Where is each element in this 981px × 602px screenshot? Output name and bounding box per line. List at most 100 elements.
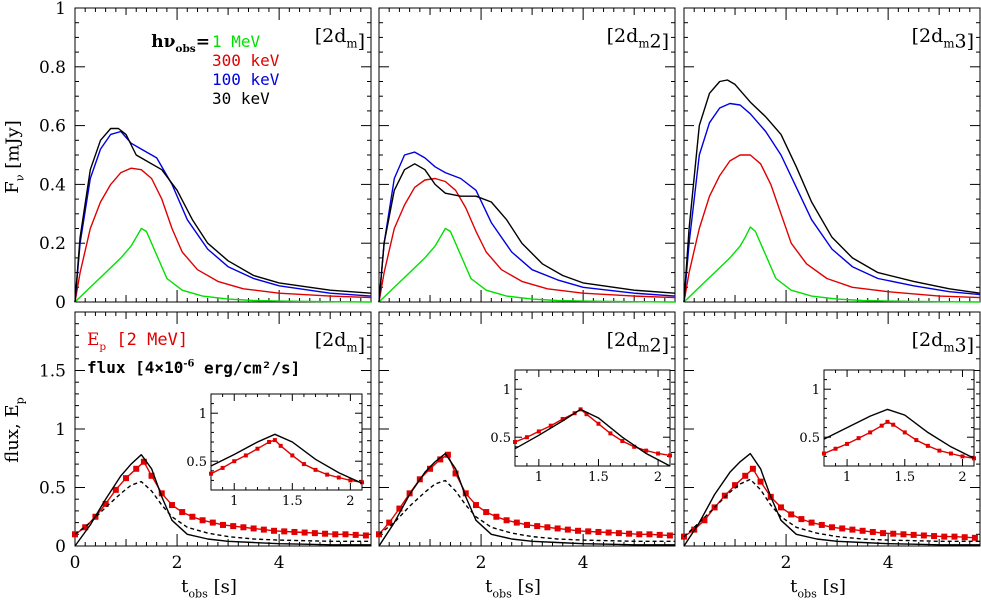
panel-label: [2dm3] xyxy=(912,25,974,53)
panel-label: [2dm2] xyxy=(607,25,669,53)
data-marker xyxy=(250,525,257,532)
inset-series-line xyxy=(823,408,975,459)
panel-label: [2dm] xyxy=(315,329,365,357)
inset-x-tick-label: 1.5 xyxy=(894,470,915,485)
data-marker xyxy=(890,530,897,537)
inset: 1 1.5 2 0.5 1 xyxy=(186,393,364,509)
data-marker xyxy=(503,517,510,524)
inset-marker xyxy=(348,478,353,483)
inset: 1 1.5 2 0.5 1 xyxy=(799,369,976,485)
y-tick-label: 0.6 xyxy=(39,117,66,137)
inset-marker xyxy=(868,430,873,435)
data-marker xyxy=(396,505,403,512)
inset-y-tick-label: 1 xyxy=(812,383,820,398)
series-line-1-mev xyxy=(683,226,981,303)
data-marker xyxy=(961,534,968,541)
y-axis-label-bottom: flux, Ep xyxy=(2,397,26,463)
inset-marker xyxy=(644,448,649,453)
y-tick-label: 1 xyxy=(55,420,66,440)
x-tick-label: 4 xyxy=(578,553,589,573)
series-line-30-kev xyxy=(683,79,981,303)
data-marker xyxy=(332,531,339,538)
data-marker xyxy=(666,532,673,539)
data-marker xyxy=(941,533,948,540)
inset-marker xyxy=(833,446,838,451)
legend-entry: 30 keV xyxy=(212,89,270,108)
data-marker xyxy=(472,502,479,509)
series-line-300-kev xyxy=(74,167,372,303)
inset-marker xyxy=(632,444,637,449)
data-marker xyxy=(681,533,687,540)
panel-top-3: [2dm3] xyxy=(683,7,981,303)
x-tick-label: 2 xyxy=(781,553,792,573)
inset-marker xyxy=(948,451,953,456)
panel-frame xyxy=(683,7,981,303)
data-marker xyxy=(920,532,927,539)
data-marker xyxy=(220,521,226,528)
series-line-1-mev xyxy=(378,227,676,303)
data-marker xyxy=(513,519,520,526)
data-marker xyxy=(869,528,876,535)
x-axis-label: tobs [s] xyxy=(485,576,541,600)
data-marker xyxy=(646,531,653,538)
data-marker xyxy=(168,502,175,509)
y-tick-label: 0.8 xyxy=(39,58,66,78)
data-marker xyxy=(271,527,278,534)
panel-label: [2dm3] xyxy=(912,329,974,357)
inset-marker xyxy=(937,448,942,453)
data-marker xyxy=(808,519,815,526)
data-marker xyxy=(839,525,846,532)
data-marker xyxy=(123,475,130,482)
legend-entry: 300 keV xyxy=(212,51,280,70)
data-marker xyxy=(281,528,288,535)
inset-marker xyxy=(914,438,919,443)
data-marker xyxy=(564,526,571,533)
panel-bottom-3: 2 4 [2dm3] 1 1.5 2 0.5 1 xyxy=(681,311,981,573)
y-tick-label: 0 xyxy=(55,537,66,557)
data-marker xyxy=(544,524,551,531)
x-tick-label: 2 xyxy=(172,553,183,573)
data-marker xyxy=(626,530,633,537)
inset-y-tick-label: 1 xyxy=(199,407,207,422)
inset-y-tick-label: 0.5 xyxy=(186,455,207,470)
data-marker xyxy=(444,451,451,458)
legend-prefix: hνobs= xyxy=(151,32,210,55)
data-marker xyxy=(829,524,835,531)
data-marker xyxy=(605,529,612,536)
data-marker xyxy=(701,517,708,524)
series-line-flux xyxy=(74,454,371,547)
inset-marker xyxy=(856,436,861,441)
inset: 1 1.5 2 0.5 1 xyxy=(490,369,672,485)
inset-x-tick-label: 1 xyxy=(535,470,543,485)
inset-marker xyxy=(313,467,318,472)
series-line-30-kev xyxy=(74,127,372,303)
inset-x-tick-label: 2 xyxy=(958,470,966,485)
inset-marker xyxy=(960,454,965,459)
inset-marker xyxy=(536,429,541,434)
data-marker xyxy=(534,523,541,530)
inset-marker xyxy=(336,475,341,480)
data-marker xyxy=(971,534,978,541)
data-marker xyxy=(483,509,490,516)
inset-x-tick-label: 2 xyxy=(654,470,662,485)
data-marker xyxy=(595,528,602,535)
inset-x-tick-label: 1 xyxy=(843,470,851,485)
data-marker xyxy=(352,531,359,538)
y-tick-label: 1.5 xyxy=(39,362,66,382)
y-tick-label: 0.5 xyxy=(39,479,66,499)
x-tick-label: 0 xyxy=(70,553,81,573)
data-marker xyxy=(112,486,119,493)
data-marker xyxy=(102,500,109,507)
data-marker xyxy=(656,531,663,538)
inset-marker xyxy=(278,443,283,448)
series-line-flux xyxy=(683,452,980,547)
inset-marker xyxy=(267,440,272,444)
inset-marker xyxy=(891,422,896,427)
data-marker xyxy=(859,527,866,534)
data-marker xyxy=(493,513,500,520)
inset-marker xyxy=(845,441,850,446)
inset-y-tick-label: 0.5 xyxy=(490,431,511,446)
data-marker xyxy=(524,521,530,528)
